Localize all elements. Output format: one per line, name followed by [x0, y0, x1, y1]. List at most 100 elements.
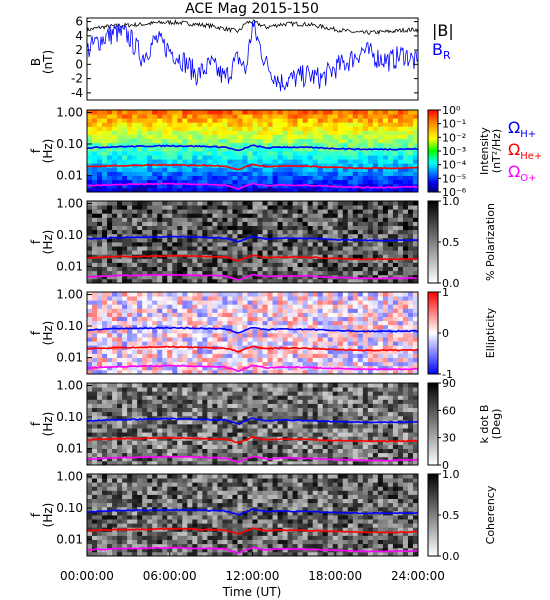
spectrogram-cell — [92, 146, 98, 152]
spectrogram-cells — [87, 110, 419, 193]
spectrogram-cell — [202, 229, 208, 235]
spectrogram-cell — [342, 118, 349, 123]
spectrogram-cell — [242, 452, 248, 458]
spectrogram-cell — [397, 221, 404, 226]
spectrogram-cell — [207, 337, 213, 342]
spectrogram-cell — [157, 159, 163, 164]
spectrogram-cell — [337, 187, 344, 193]
spectrogram-cell — [107, 187, 113, 193]
spectrogram-cell — [327, 217, 334, 222]
spectrogram-cell — [317, 242, 324, 247]
spectrogram-cell — [187, 229, 193, 235]
spectrogram-cell — [227, 179, 233, 185]
spectrogram-cell — [372, 151, 379, 156]
spectrogram-cell — [232, 415, 238, 421]
spectrogram-cell — [182, 246, 188, 251]
spectrogram-cell — [192, 324, 198, 330]
spectrogram-cell — [177, 155, 183, 160]
spectrogram-cell — [217, 142, 223, 148]
spectrogram-cell — [97, 369, 103, 375]
spectrogram-cell — [307, 274, 314, 280]
spectrogram-cell — [362, 333, 369, 338]
spectrogram-cell — [387, 270, 394, 276]
spectrogram-cell — [122, 357, 128, 363]
spectrogram-cell — [307, 217, 314, 222]
spectrogram-cell — [162, 292, 168, 297]
spectrogram-cell — [267, 432, 273, 437]
spectrogram-cell — [102, 415, 108, 421]
spectrogram-cell — [312, 395, 319, 400]
spectrogram-cell — [212, 233, 218, 239]
spectrogram-cell — [272, 159, 278, 164]
spectrogram-cell — [257, 110, 263, 115]
spectrogram-cell — [357, 266, 364, 272]
colorbar-tick-label: 0 — [442, 327, 449, 340]
spectrogram-cell — [317, 163, 324, 168]
spectrogram-cell — [377, 361, 384, 367]
spectrogram-cell — [247, 179, 253, 185]
spectrogram-cell — [372, 118, 379, 123]
spectrogram-cell — [277, 460, 283, 466]
spectrogram-cell — [92, 383, 98, 388]
spectrogram-cell — [412, 201, 419, 206]
spectrogram-cell — [107, 300, 113, 305]
spectrogram-cell — [287, 324, 294, 330]
spectrogram-cell — [222, 201, 228, 206]
spectrogram-cell — [297, 187, 304, 193]
spectrogram-cell — [267, 428, 273, 433]
spectrogram-cell — [187, 341, 193, 346]
spectrogram-cell — [207, 209, 213, 214]
spectrogram-cell — [212, 320, 218, 326]
spectrogram-cell — [302, 448, 309, 454]
spectrogram-cell — [217, 387, 223, 392]
spectrogram-cell — [212, 304, 218, 309]
spectrogram-cell — [327, 254, 334, 259]
spectrogram-cell — [192, 278, 198, 284]
spectrogram-cell — [227, 242, 233, 247]
spectrogram-cell — [302, 333, 309, 338]
spectrogram-cell — [167, 432, 173, 437]
spectrogram-cell — [172, 460, 178, 466]
spectrogram-cell — [207, 134, 213, 140]
spectrogram-cell — [172, 391, 178, 396]
spectrogram-cell — [157, 383, 163, 388]
spectrogram-cell — [402, 217, 409, 222]
spectrogram-cell — [247, 316, 253, 322]
spectrogram-cell — [402, 242, 409, 247]
spectrogram-cell — [142, 387, 148, 392]
spectrogram-cell — [222, 361, 228, 367]
spectrogram-cell — [157, 246, 163, 251]
spectrogram-cell — [107, 155, 113, 160]
spectrogram-cell — [327, 167, 334, 172]
spectrogram-cell — [237, 110, 243, 115]
spectrogram-cell — [122, 316, 128, 322]
spectrogram-cell — [282, 229, 289, 235]
spectrogram-cell — [157, 262, 163, 267]
spectrogram-cell — [142, 266, 148, 272]
spectrogram-cell — [347, 179, 354, 185]
spectrogram-cell — [177, 262, 183, 267]
spectrogram-cell — [167, 138, 173, 144]
spectrogram-cell — [202, 448, 208, 454]
spectrogram-cell — [172, 209, 178, 214]
spectrogram-cell — [107, 270, 113, 276]
spectrogram-cell — [92, 217, 98, 222]
spectrogram-cell — [232, 395, 238, 400]
spectrogram-cell — [397, 138, 404, 144]
spectrogram-cell — [87, 242, 93, 247]
spectrogram-cell — [102, 237, 108, 243]
spectrogram-cell — [217, 217, 223, 222]
spectrogram-cell — [307, 179, 314, 185]
spectrogram-cell — [292, 369, 299, 375]
spectrogram-cell — [232, 270, 238, 276]
spectrogram-cell — [287, 316, 294, 322]
spectrogram-cell — [407, 300, 414, 305]
spectrogram-cell — [207, 349, 213, 354]
spectrogram-cell — [207, 308, 213, 313]
spectrogram-cell — [372, 361, 379, 367]
spectrogram-cell — [122, 274, 128, 280]
spectrogram-cell — [377, 304, 384, 309]
spectrogram-cell — [397, 304, 404, 309]
spectrogram-cell — [317, 159, 324, 164]
spectrogram-cell — [182, 201, 188, 206]
